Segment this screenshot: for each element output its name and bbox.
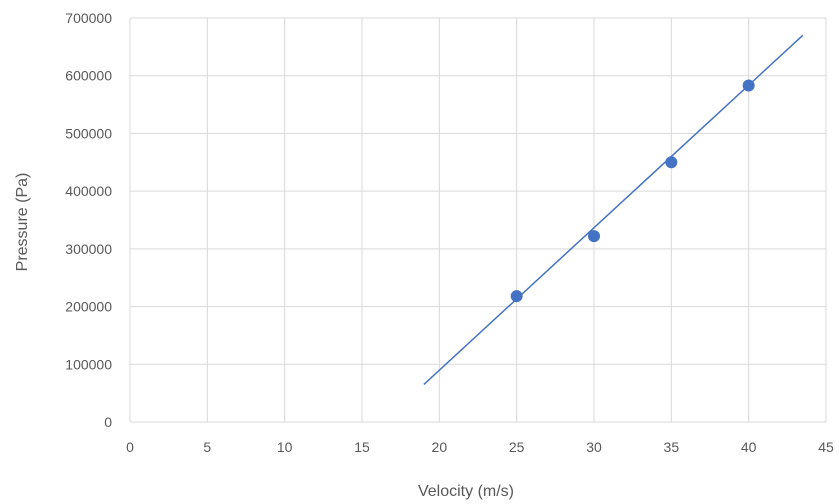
y-tick-label: 300000: [65, 241, 112, 257]
linear-trendline: [423, 34, 804, 386]
y-tick-label: 700000: [65, 10, 112, 26]
x-tick-label: 35: [664, 439, 680, 455]
y-tick-label: 400000: [65, 183, 112, 199]
x-axis-ticks: 0 5 10 15 20 25 30 35 40 45: [126, 439, 834, 455]
x-tick-label: 30: [586, 439, 602, 455]
trendline-layer: [423, 34, 804, 386]
x-axis-title: Velocity (m/s): [418, 483, 514, 500]
x-tick-label: 45: [818, 439, 834, 455]
x-tick-label: 40: [741, 439, 757, 455]
y-axis-title: Pressure (Pa): [14, 173, 31, 272]
y-tick-label: 500000: [65, 125, 112, 141]
y-tick-label: 100000: [65, 356, 112, 372]
y-tick-label: 600000: [65, 68, 112, 84]
data-point: [588, 230, 600, 243]
gridlines: [129, 17, 827, 423]
x-tick-label: 20: [432, 439, 448, 455]
data-point: [665, 156, 678, 169]
x-tick-label: 25: [509, 439, 525, 455]
data-point: [510, 290, 523, 303]
y-tick-label: 0: [104, 414, 112, 430]
x-tick-label: 0: [126, 439, 134, 455]
y-tick-label: 200000: [65, 299, 112, 315]
x-tick-label: 5: [203, 439, 211, 455]
y-axis-ticks: 0 100000 200000 300000 400000 500000 600000 700…: [65, 10, 112, 430]
x-tick-label: 15: [354, 439, 370, 455]
data-point: [742, 79, 755, 92]
data-points: [510, 79, 755, 303]
x-tick-label: 10: [277, 439, 293, 455]
